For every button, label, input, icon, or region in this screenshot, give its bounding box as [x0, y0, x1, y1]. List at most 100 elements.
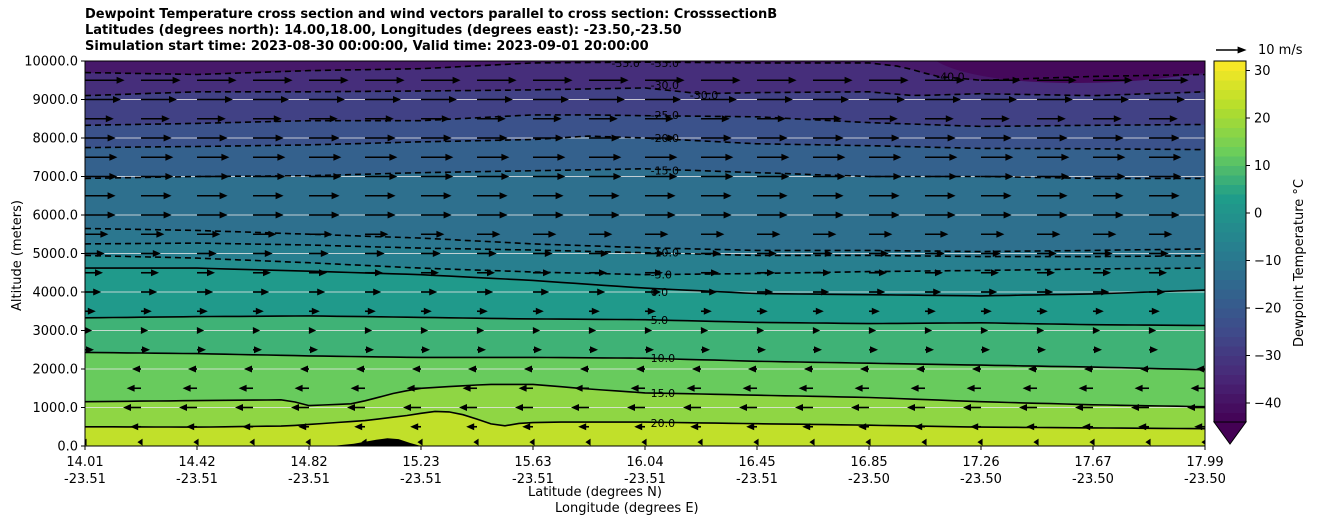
wind-vector: [869, 230, 893, 238]
wind-vector: [253, 153, 286, 161]
wind-vector: [813, 288, 830, 296]
wind-vector-head: [591, 307, 600, 315]
wind-vector: [757, 307, 768, 315]
x-tick-label-lat: 17.99: [1186, 455, 1223, 470]
wind-vector-head: [529, 438, 535, 446]
wind-vector: [141, 153, 174, 161]
wind-vector-head: [324, 230, 333, 238]
wind-vector-head: [317, 288, 326, 296]
wind-vector-head: [870, 346, 878, 354]
wind-vector-head: [1145, 438, 1151, 446]
wind-vector: [1093, 134, 1124, 142]
wind-vector: [916, 365, 925, 373]
wind-vector-head: [443, 211, 452, 219]
wind-vector-head: [165, 173, 174, 180]
wind-vector: [757, 269, 775, 277]
wind-vector: [910, 384, 925, 392]
wind-vector-head: [611, 192, 620, 200]
wind-vector: [196, 327, 205, 334]
wind-vector: [365, 134, 396, 142]
reference-vector-label: 10 m/s: [1258, 43, 1303, 58]
wind-vector-head: [697, 438, 703, 446]
wind-vector: [403, 404, 421, 411]
wind-vector: [1037, 211, 1068, 219]
wind-vector-head: [107, 134, 116, 142]
wind-vector-head: [1177, 96, 1185, 103]
wind-vector-head: [501, 153, 510, 161]
colorbar-tick-label: −40: [1254, 397, 1281, 412]
wind-vector: [925, 250, 945, 257]
wind-vector-head: [1157, 288, 1166, 296]
wind-vector-head: [1003, 211, 1012, 219]
wind-vector: [697, 438, 703, 446]
wind-vector-head: [891, 134, 900, 142]
wind-vector-head: [152, 250, 161, 257]
wind-vector-head: [1140, 365, 1148, 373]
wind-vector: [925, 307, 936, 315]
contour-label-text: -20.0: [651, 132, 679, 145]
wind-vector-head: [156, 230, 165, 238]
wind-vector-head: [182, 384, 191, 392]
wind-vector-head: [604, 230, 613, 238]
wind-vector-head: [449, 96, 457, 103]
x-tick-label-lat: 16.45: [738, 455, 775, 470]
wind-vector: [85, 346, 94, 354]
colorbar-segment: [1214, 80, 1246, 90]
wind-vector-head: [564, 76, 573, 84]
contour-label: 20.0: [651, 417, 676, 430]
y-tick-label: 3000.0: [33, 324, 79, 339]
wind-vector: [588, 327, 597, 334]
wind-vector: [742, 384, 757, 392]
wind-vector: [1093, 269, 1111, 277]
wind-vector-head: [732, 76, 741, 84]
wind-vector-head: [841, 96, 849, 103]
wind-vector: [645, 153, 678, 161]
wind-vector: [589, 115, 618, 123]
wind-vector: [309, 115, 338, 123]
wind-vector: [813, 211, 844, 219]
wind-vector-head: [1033, 438, 1039, 446]
y-tick-label: 10000.0: [24, 55, 78, 70]
wind-vector-head: [636, 365, 644, 373]
wind-vector: [518, 384, 533, 392]
wind-vector: [533, 211, 564, 219]
wind-vector: [1149, 250, 1169, 257]
wind-vector: [589, 250, 609, 257]
wind-vector-head: [1084, 365, 1092, 373]
wind-vector: [645, 307, 656, 315]
contour-label-text: 5.0: [651, 314, 669, 327]
colorbar-segment: [1214, 203, 1246, 214]
wind-vector-head: [924, 327, 933, 334]
contour-line: [85, 383, 1205, 408]
wind-vector: [197, 134, 228, 142]
wind-vector-head: [385, 115, 394, 123]
wind-vector: [85, 250, 105, 257]
wind-vector: [188, 365, 197, 373]
wind-vector: [1093, 211, 1124, 219]
wind-vector: [812, 327, 821, 334]
wind-vector: [141, 269, 159, 277]
wind-vector-head: [700, 327, 709, 334]
colorbar-segment: [1214, 156, 1246, 166]
wind-vector: [1033, 438, 1039, 446]
wind-vector: [477, 230, 501, 238]
wind-vector: [533, 192, 564, 200]
colorbar-segment: [1214, 365, 1246, 375]
wind-vector-head: [532, 327, 541, 334]
wind-vector: [1149, 230, 1173, 238]
wind-vector: [1093, 230, 1117, 238]
wind-vector: [701, 307, 712, 315]
wind-vector: [1145, 438, 1151, 446]
wind-vector: [813, 307, 824, 315]
wind-vector: [1149, 134, 1180, 142]
wind-vector: [141, 307, 152, 315]
wind-vector: [365, 288, 382, 296]
wind-vector: [417, 438, 423, 446]
wind-vector-head: [1052, 230, 1061, 238]
y-tick-label: 2000.0: [33, 363, 79, 378]
wind-vector-head: [319, 269, 327, 277]
wind-vector: [645, 96, 681, 103]
wind-vector: [421, 76, 461, 84]
wind-vector-head: [515, 404, 523, 411]
wind-vector: [365, 192, 396, 200]
